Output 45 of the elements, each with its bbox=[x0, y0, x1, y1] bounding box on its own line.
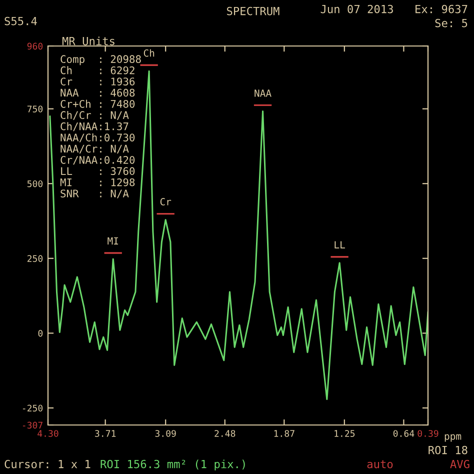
annotation: NAA/Ch:0.730 bbox=[60, 133, 135, 142]
y-tick-label: 500 bbox=[27, 180, 43, 188]
annotation: Cr : 1936 bbox=[60, 78, 135, 86]
x-tick-label: 0.39 bbox=[418, 430, 438, 437]
y-tick-label: 960 bbox=[27, 42, 43, 50]
y-axis-title: MR Units bbox=[62, 36, 114, 46]
x-tick-label: 2.48 bbox=[214, 430, 236, 437]
y-tick-label: -307 bbox=[22, 422, 42, 429]
x-tick-label: 3.09 bbox=[155, 430, 176, 437]
annotation: NAA : 4608 bbox=[60, 88, 135, 97]
annotation: Cr/NAA:0.420 bbox=[60, 156, 135, 165]
text: auto bbox=[367, 460, 393, 468]
annotation: LL : 3760 bbox=[61, 167, 135, 176]
annotation: Ch/Cr : N/A bbox=[60, 110, 129, 120]
text: ROI 156.3 mm² (1 pix.) bbox=[100, 460, 245, 470]
chart-title: SPECTRUM bbox=[226, 6, 280, 16]
x-tick-label: 1.87 bbox=[274, 430, 294, 437]
annotation: NAA/Cr: N/A bbox=[60, 144, 129, 154]
y-tick-label: 250 bbox=[28, 255, 43, 262]
y-tick-label: 750 bbox=[27, 106, 43, 112]
text: AVG bbox=[450, 460, 470, 468]
annotation: Ch : 6292 bbox=[60, 66, 134, 74]
annotation: NAA bbox=[254, 90, 272, 97]
annotation: Ch/NAA:1.37 bbox=[60, 122, 128, 132]
annotation: Cr bbox=[160, 198, 172, 206]
text: ROI 18 bbox=[428, 446, 468, 454]
x-axis-title: ppm bbox=[444, 434, 462, 442]
text: Cursor: 1 x 1 bbox=[4, 460, 90, 468]
annotation: MI : 1298 bbox=[60, 178, 135, 186]
annotation: SNR : N/A bbox=[60, 190, 129, 198]
annotation: Cr+Ch : 7480 bbox=[60, 100, 135, 108]
text: Se: 5 bbox=[435, 18, 468, 28]
x-tick-label: 1.25 bbox=[334, 430, 355, 437]
annotation: Ch bbox=[144, 49, 154, 57]
annotation: Comp : 20988 bbox=[60, 55, 141, 66]
x-tick-label: 4.30 bbox=[38, 430, 58, 437]
text: S55.4 bbox=[4, 16, 37, 26]
x-tick-label: 3.71 bbox=[95, 430, 116, 437]
text: Jun 07 2013 bbox=[320, 4, 393, 14]
y-tick-label: -250 bbox=[22, 404, 43, 412]
x-tick-label: 0.64 bbox=[393, 430, 414, 437]
annotation: MI bbox=[108, 237, 118, 244]
text: Ex: 9637 bbox=[416, 4, 468, 14]
annotation: LL bbox=[334, 241, 345, 248]
y-tick-label: 0 bbox=[38, 330, 43, 337]
